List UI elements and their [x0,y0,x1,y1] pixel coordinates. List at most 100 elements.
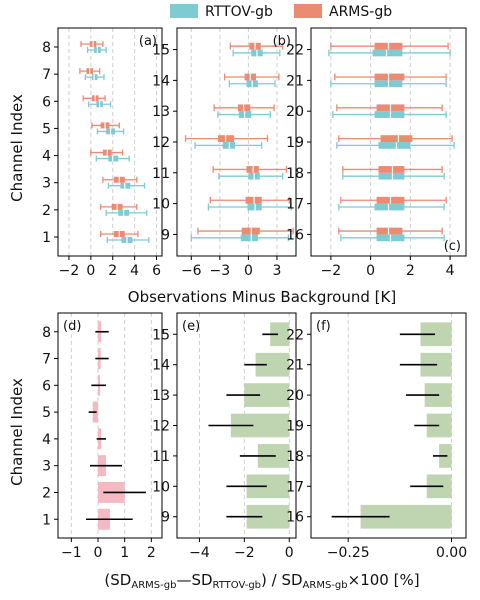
y-tick-label: 8 [42,40,51,56]
y-tick-label: 4 [42,149,51,165]
bar [246,474,290,499]
panel-label: (b) [273,34,291,49]
plot-frame [57,27,163,257]
y-tick-label: 20 [286,104,304,120]
x-tick-label: −2 [321,263,342,279]
box [240,234,258,242]
x-tick-label: −2 [59,263,80,279]
panel-label: (a) [139,34,157,49]
x-tick-label: −6 [181,263,202,279]
y-tick-label: 2 [42,203,51,219]
y-tick-label: 13 [152,388,170,404]
y-tick-label: 10 [152,479,170,495]
panel-f: −0.25 0.00 16 17 18 19 20 21 22 (f) [286,312,467,561]
y-tick-label: 12 [152,419,170,435]
box [374,73,405,81]
box [372,49,403,57]
y-tick-label: 15 [152,327,170,343]
y-axis-label-bottom: Channel Index [8,378,26,486]
bar [420,322,452,347]
box [374,111,405,118]
legend-swatch-arms [294,4,322,18]
box [378,172,405,180]
y-tick-label: 16 [286,227,304,243]
x-tick-label: 2 [147,545,156,561]
plot-frame [57,312,163,539]
bar [246,504,290,529]
legend-swatch-rttov [170,4,198,18]
legend-label-rttov: RTTOV-gb [205,4,273,20]
y-tick-label: 22 [286,327,304,343]
y-tick-label: 22 [286,43,304,59]
x-tick-label: 0 [94,545,103,561]
box [376,227,403,235]
box [380,135,413,142]
y-tick-label: 10 [152,197,170,213]
y-tick-label: 11 [152,449,170,465]
y-tick-label: 9 [161,510,170,526]
y-tick-label: 5 [42,405,51,421]
y-tick-label: 20 [286,388,304,404]
y-tick-label: 3 [42,176,51,192]
legend-label-arms: ARMS-gb [329,4,392,20]
x-tick-label: −1 [61,545,82,561]
y-tick-label: 4 [42,432,51,448]
x-tick-label: 6 [152,263,161,279]
x-tick-label: −4 [189,545,210,561]
y-tick-label: 7 [42,352,51,368]
x-tick-label: 1 [120,545,129,561]
bottom-x-axis-label: (SDARMS-gb—SDRTTOV-gb) / SDARMS-gb×100 [… [104,571,419,591]
top-x-axis-label: Observations Minus Background [K] [128,288,396,306]
x-tick-label: 4 [446,263,455,279]
y-tick-label: 15 [152,43,170,59]
bar [270,322,290,347]
bar [230,413,290,438]
panel-label: (f) [316,319,331,334]
panel-label: (e) [182,319,200,334]
panel-label: (c) [444,239,461,254]
y-tick-label: 11 [152,166,170,182]
bar [360,504,452,529]
y-tick-label: 9 [161,227,170,243]
y-tick-label: 17 [286,197,304,213]
y-axis-label-top: Channel Index [8,94,26,202]
bar [244,383,290,407]
x-tick-label: 0 [86,263,95,279]
y-tick-label: 6 [42,94,51,110]
box [378,142,411,149]
panel-b: −6 −3 0 3 9 10 11 12 13 14 15 (b) [152,27,297,279]
y-tick-label: 5 [42,121,51,137]
bar [255,352,290,377]
y-tick-label: 1 [42,230,51,246]
x-tick-label: −0.25 [327,545,370,561]
y-tick-label: 16 [286,510,304,526]
y-tick-label: 1 [42,512,51,528]
panel-d: −1 0 1 2 1 2 3 4 5 6 7 8 (d) [42,312,163,561]
y-tick-label: 19 [286,135,304,151]
y-tick-label: 17 [286,479,304,495]
y-tick-label: 12 [152,135,170,151]
y-tick-label: 3 [42,459,51,475]
panel-c: −2 0 2 4 16 17 18 19 20 21 22 (c) [286,27,467,279]
x-tick-label: 0 [285,545,294,561]
x-tick-label: 0 [244,263,253,279]
y-tick-label: 14 [152,73,170,89]
y-tick-label: 21 [286,73,304,89]
box [378,166,405,173]
y-tick-label: 13 [152,104,170,120]
x-tick-label: 3 [272,263,281,279]
y-tick-label: 7 [42,67,51,83]
panel-e: −4 −2 0 9 10 11 12 13 14 15 (e) [152,312,297,561]
y-tick-label: 19 [286,419,304,435]
x-tick-label: 2 [108,263,117,279]
x-tick-label: 0.00 [436,545,467,561]
x-tick-label: 0 [366,263,375,279]
y-tick-label: 21 [286,358,304,374]
y-tick-label: 18 [286,449,304,465]
y-tick-label: 6 [42,378,51,394]
box [374,203,405,211]
panel-label: (d) [63,319,81,334]
